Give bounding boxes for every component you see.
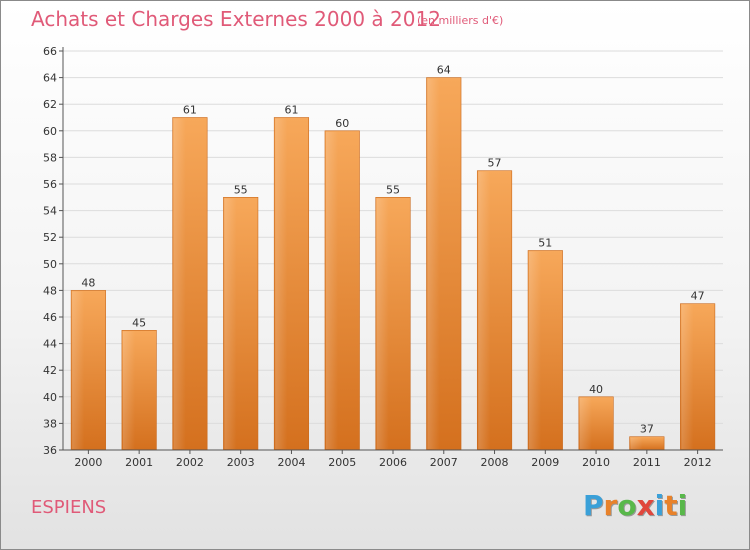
logo-letter: P [583, 489, 604, 522]
bar-highlight [427, 78, 440, 449]
bar-value-label: 55 [234, 183, 248, 196]
bar-highlight [478, 171, 491, 449]
y-tick-label: 52 [43, 231, 57, 244]
commune-name: ESPIENS [31, 497, 107, 518]
bar-highlight [72, 291, 85, 449]
bar-highlight [376, 198, 389, 449]
x-tick-label: 2009 [531, 456, 559, 469]
x-tick-label: 2006 [379, 456, 407, 469]
logo-letter: o [617, 489, 637, 522]
logo-letter: x [636, 489, 655, 522]
logo-letter: t [664, 489, 678, 522]
bar-value-label: 55 [386, 183, 400, 196]
bar-value-label: 61 [183, 104, 197, 117]
bar-value-label: 47 [691, 290, 705, 303]
bar-highlight [579, 397, 592, 449]
y-tick-label: 54 [43, 205, 57, 218]
x-tick-label: 2005 [328, 456, 356, 469]
chart-subtitle: (en milliers d'€) [417, 14, 504, 27]
y-tick-label: 56 [43, 178, 57, 191]
x-tick-label: 2001 [125, 456, 153, 469]
x-tick-label: 2002 [176, 456, 204, 469]
y-tick-label: 38 [43, 417, 57, 430]
bar-value-label: 64 [437, 64, 451, 77]
logo-letter: r [603, 489, 618, 522]
y-tick-label: 60 [43, 125, 57, 138]
bar-highlight [529, 251, 542, 449]
bar-highlight [275, 118, 288, 449]
y-tick-label: 58 [43, 151, 57, 164]
y-tick-label: 44 [43, 338, 57, 351]
bar-value-label: 40 [589, 383, 603, 396]
bars: 48 45 61 55 61 60 55 64 57 51 40 37 47 [70, 64, 716, 451]
bar-highlight [681, 304, 694, 449]
bar-highlight [224, 198, 237, 449]
bar-value-label: 57 [488, 157, 502, 170]
chart-title: Achats et Charges Externes 2000 à 2012 [31, 7, 441, 31]
logo-letter: i [677, 489, 688, 522]
bar-value-label: 48 [81, 276, 95, 289]
x-tick-label: 2011 [633, 456, 661, 469]
bar-highlight [122, 331, 135, 449]
bar-highlight [325, 131, 339, 450]
x-tick-label: 2010 [582, 456, 610, 469]
bar-value-label: 51 [538, 237, 552, 250]
y-tick-label: 62 [43, 98, 57, 111]
y-tick-label: 66 [43, 45, 57, 58]
bar-value-label: 60 [335, 117, 349, 130]
y-tick-label: 48 [43, 284, 57, 297]
bar-highlight [630, 437, 643, 449]
bar-highlight [173, 118, 186, 449]
proxiti-logo: Proxiti [583, 489, 687, 522]
axes: 36 38 40 42 44 46 48 50 52 54 56 58 60 62 64 66 2000 2001… [43, 45, 723, 469]
x-tick-label: 2007 [430, 456, 458, 469]
bar-value-label: 45 [132, 316, 146, 329]
x-tick-label: 2000 [74, 456, 102, 469]
y-tick-label: 40 [43, 391, 57, 404]
y-tick-label: 36 [43, 444, 57, 457]
x-tick-label: 2004 [277, 456, 305, 469]
logo-letter: i [654, 489, 665, 522]
y-tick-label: 50 [43, 258, 57, 271]
y-tick-label: 46 [43, 311, 57, 324]
x-tick-label: 2003 [227, 456, 255, 469]
y-tick-label: 64 [43, 72, 57, 85]
x-tick-label: 2012 [684, 456, 712, 469]
x-tick-label: 2008 [481, 456, 509, 469]
bar-value-label: 37 [640, 423, 654, 436]
y-tick-label: 42 [43, 364, 57, 377]
bar-value-label: 61 [284, 104, 298, 117]
